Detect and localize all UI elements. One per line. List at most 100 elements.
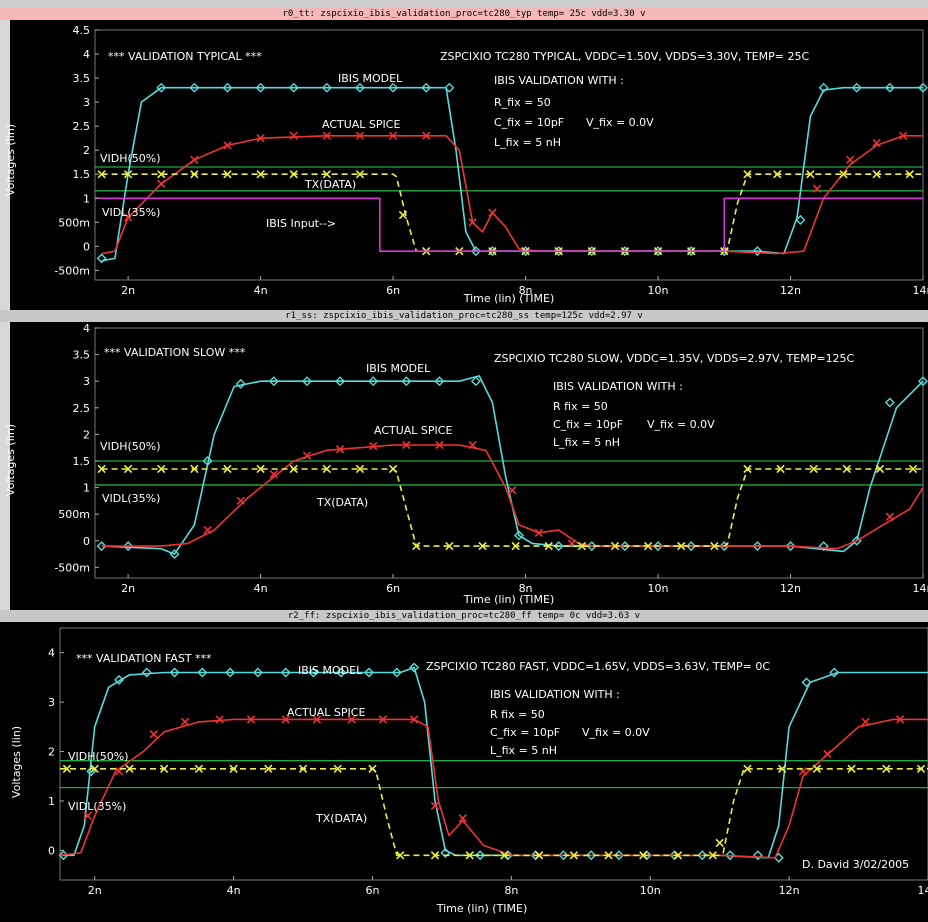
plot-frame xyxy=(94,327,924,579)
x-tick-label: 14n xyxy=(913,284,928,297)
tx-data-marker xyxy=(511,541,520,551)
ibis-model-marker xyxy=(440,847,451,858)
x-tick-label: 12n xyxy=(780,582,801,595)
ibis-model-marker xyxy=(96,541,107,552)
tx-data-marker xyxy=(604,851,613,860)
ibis-model-marker xyxy=(169,549,180,560)
actual-spice-marker xyxy=(422,131,431,140)
actual-spice-marker xyxy=(468,218,477,227)
tx-data-marker xyxy=(715,838,724,848)
tx-data-marker xyxy=(97,464,106,474)
label-vidl: VIDL(35%) xyxy=(102,492,160,505)
plot-background xyxy=(10,20,928,310)
ibis-model-marker xyxy=(653,541,664,552)
x-tick-label: 4n xyxy=(254,284,268,297)
ibis-validation-header: IBIS VALIDATION WITH : xyxy=(494,74,624,87)
y-tick-label: 3 xyxy=(83,96,90,109)
ibis-model-marker xyxy=(686,541,697,552)
tx-data-marker xyxy=(229,764,238,773)
ibis-model-marker xyxy=(470,246,481,257)
ibis-model-marker xyxy=(235,378,246,389)
x-tick-label: 6n xyxy=(386,582,400,595)
actual-spice-marker xyxy=(355,131,365,140)
ibis-model-marker xyxy=(189,82,200,93)
tx-data-marker xyxy=(812,764,822,773)
ibis-model-marker xyxy=(368,376,379,387)
actual-spice-marker xyxy=(123,213,133,222)
x-tick-label: 4n xyxy=(227,884,241,897)
ibis-model-marker xyxy=(586,246,597,257)
y-axis-label: Voltages (lin) xyxy=(10,726,23,798)
x-tick-label: 14n xyxy=(913,582,928,595)
plot-background xyxy=(0,622,928,922)
ibis-model-marker xyxy=(884,82,895,93)
tx-data-marker xyxy=(289,464,298,474)
tx-data-marker xyxy=(778,764,787,773)
tx-data-marker xyxy=(223,464,232,474)
label-actual-spice: ACTUAL SPICE xyxy=(287,706,365,719)
panel-slow: r1_ss: zspcixio_ibis_validation_proc=tc2… xyxy=(0,310,928,610)
ibis-model-marker xyxy=(409,662,420,673)
c-fix: C_fix = 10pF xyxy=(494,116,564,129)
y-tick-label: 500m xyxy=(58,216,90,229)
actual-spice-marker xyxy=(872,138,881,148)
y-tick-label: 2 xyxy=(83,144,90,157)
tx-data-marker xyxy=(544,541,553,551)
tx-data-marker xyxy=(908,464,918,474)
x-tick-label: 2n xyxy=(121,284,135,297)
tx-data-marker xyxy=(839,170,848,179)
l-fix: L_fix = 5 nH xyxy=(494,136,561,149)
tx-data-marker xyxy=(643,541,653,551)
label-vidl: VIDL(35%) xyxy=(102,206,160,219)
actual-spice-marker xyxy=(281,715,290,724)
tx-data-marker xyxy=(97,170,106,179)
ibis-model-marker xyxy=(222,82,233,93)
v-fix: V_fix = 0.0V xyxy=(586,116,654,129)
ibis-model-marker xyxy=(96,253,107,264)
x-tick-label: 10n xyxy=(640,884,661,897)
tx-data-marker xyxy=(710,541,719,551)
tx-data-marker xyxy=(62,764,72,773)
x-tick-label: 8n xyxy=(519,582,533,595)
tx-data-marker xyxy=(916,764,926,773)
ibis-model-marker xyxy=(301,376,312,387)
chart-heading: *** VALIDATION SLOW *** xyxy=(104,346,246,359)
actual-spice-marker xyxy=(246,715,256,724)
tx-data-marker xyxy=(465,851,474,860)
ibis-model-marker xyxy=(586,850,597,861)
actual-spice-marker xyxy=(409,715,419,724)
tx-data-marker xyxy=(534,851,544,860)
x-tick-label: 14n xyxy=(918,884,928,897)
ibis-model-marker xyxy=(169,667,180,678)
x-tick-label: 12n xyxy=(779,884,800,897)
x-tick-label: 8n xyxy=(519,284,533,297)
tx-data-marker xyxy=(577,541,587,551)
ibis-model-marker xyxy=(202,455,213,466)
tx-data-marker xyxy=(298,764,308,773)
tx-data-marker xyxy=(264,764,273,773)
tx-data-marker xyxy=(90,764,99,773)
tx-data-marker xyxy=(776,464,785,474)
label-tx-data: TX(DATA) xyxy=(315,812,367,825)
ibis-model-marker xyxy=(434,376,445,387)
label-ibis-model: IBIS MODEL xyxy=(298,664,363,677)
actual-spice-marker xyxy=(508,486,517,495)
author-credit: D. David 3/02/2005 xyxy=(802,858,909,871)
tx-data-marker xyxy=(677,541,686,551)
plot-frame xyxy=(59,627,928,881)
x-tick-label: 10n xyxy=(648,284,669,297)
y-tick-label: 2.5 xyxy=(73,120,91,133)
actual-spice-marker xyxy=(369,441,378,451)
ibis-model-marker xyxy=(114,674,125,685)
ibis-model-marker xyxy=(364,667,374,678)
tx-data-marker xyxy=(773,170,782,179)
ibis-model-marker xyxy=(553,541,564,552)
actual-spice-marker xyxy=(845,155,855,164)
actual-spice-marker xyxy=(823,749,832,759)
tx-data-marker xyxy=(610,541,620,551)
tx-data-marker xyxy=(125,764,134,773)
tx-data-marker xyxy=(322,170,332,179)
panel-title: r2_ff: zspcixio_ibis_validation_proc=tc2… xyxy=(0,610,928,622)
ibis-model-marker xyxy=(225,667,236,678)
ibis-model-marker xyxy=(308,667,319,678)
